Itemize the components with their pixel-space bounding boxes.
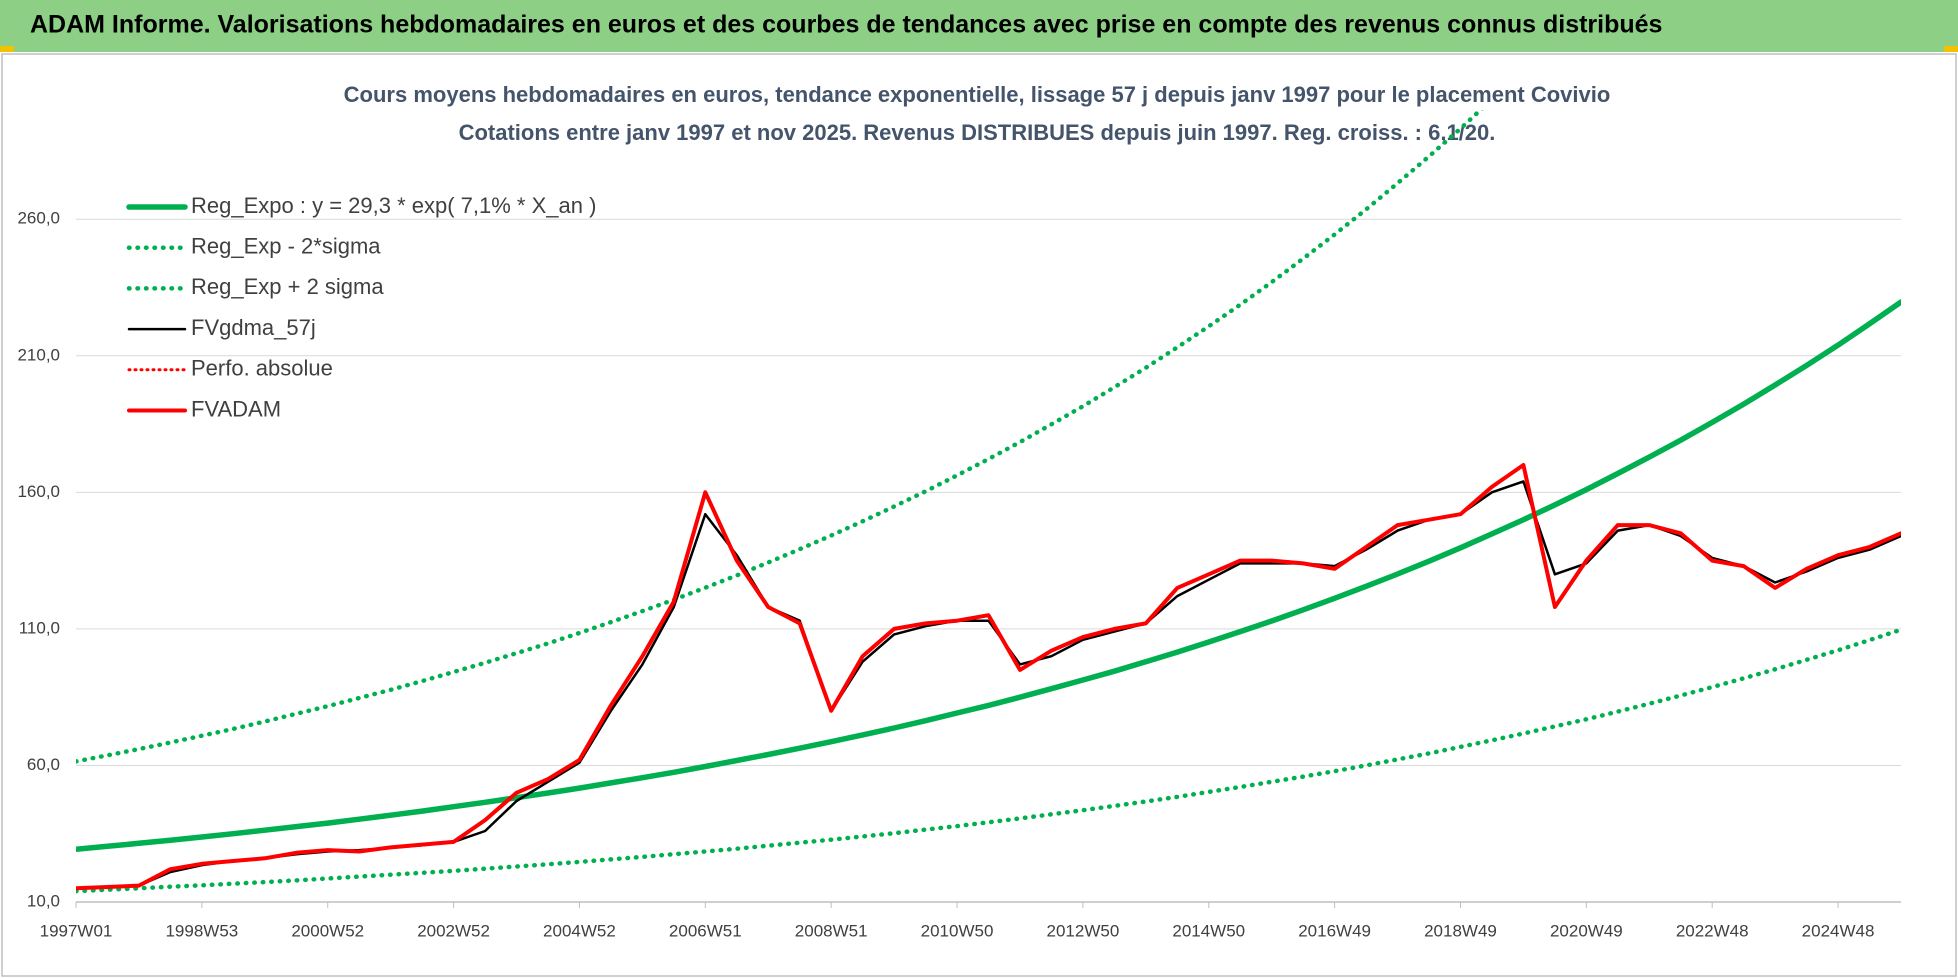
legend-label: Reg_Exp + 2 sigma [191, 274, 384, 299]
y-tick-label: 210,0 [17, 345, 60, 364]
x-tick-label: 2006W51 [669, 921, 742, 940]
x-tick-label: 2020W49 [1550, 921, 1623, 940]
x-tick-label: 2002W52 [417, 921, 490, 940]
legend-label: Reg_Expo : y = 29,3 * exp( 7,1% * X_an ) [191, 193, 596, 218]
y-tick-label: 260,0 [17, 209, 60, 228]
axes: 10,0 60,0 110,0 160,0 210,0 260,0 1997W01 1998W… [17, 209, 1901, 940]
chart-title: Cours moyens hebdomadaires en euros, ten… [344, 82, 1611, 107]
legend-label: FVADAM [191, 396, 281, 421]
y-tick-label: 160,0 [17, 482, 60, 501]
y-tick-label: 10,0 [27, 891, 60, 910]
header-bar [0, 0, 1958, 52]
corner-mark [1944, 46, 1958, 52]
x-tick-label: 2010W50 [921, 921, 994, 940]
series-line [76, 463, 1901, 891]
plot-area [76, 110, 1901, 894]
x-tick-label: 2024W48 [1802, 921, 1875, 940]
x-tick-label: 2014W50 [1172, 921, 1245, 940]
x-tick-label: 1997W01 [40, 921, 113, 940]
x-tick-label: 2016W49 [1298, 921, 1371, 940]
x-tick-label: 1998W53 [165, 921, 238, 940]
x-tick-label: 2012W50 [1047, 921, 1120, 940]
chart-subtitle: Cotations entre janv 1997 et nov 2025. R… [459, 120, 1496, 145]
chart-border [1, 53, 1957, 977]
y-tick-label: 60,0 [27, 755, 60, 774]
x-tick-label: 2000W52 [291, 921, 364, 940]
legend: Reg_Expo : y = 29,3 * exp( 7,1% * X_an )… [126, 193, 596, 421]
series-line [76, 627, 1901, 894]
corner-mark [0, 46, 14, 52]
legend-label: Reg_Exp - 2*sigma [191, 234, 381, 259]
legend-label: FVgdma_57j [191, 315, 316, 340]
x-tick-label: 2004W52 [543, 921, 616, 940]
x-tick-label: 2022W48 [1676, 921, 1749, 940]
series-line [76, 299, 1901, 853]
x-tick-label: 2018W49 [1424, 921, 1497, 940]
y-tick-label: 110,0 [19, 618, 60, 637]
x-tick-label: 2008W51 [795, 921, 868, 940]
header-title: ADAM Informe. Valorisations hebdomadaire… [30, 11, 1662, 39]
legend-label: Perfo. absolue [191, 356, 333, 381]
